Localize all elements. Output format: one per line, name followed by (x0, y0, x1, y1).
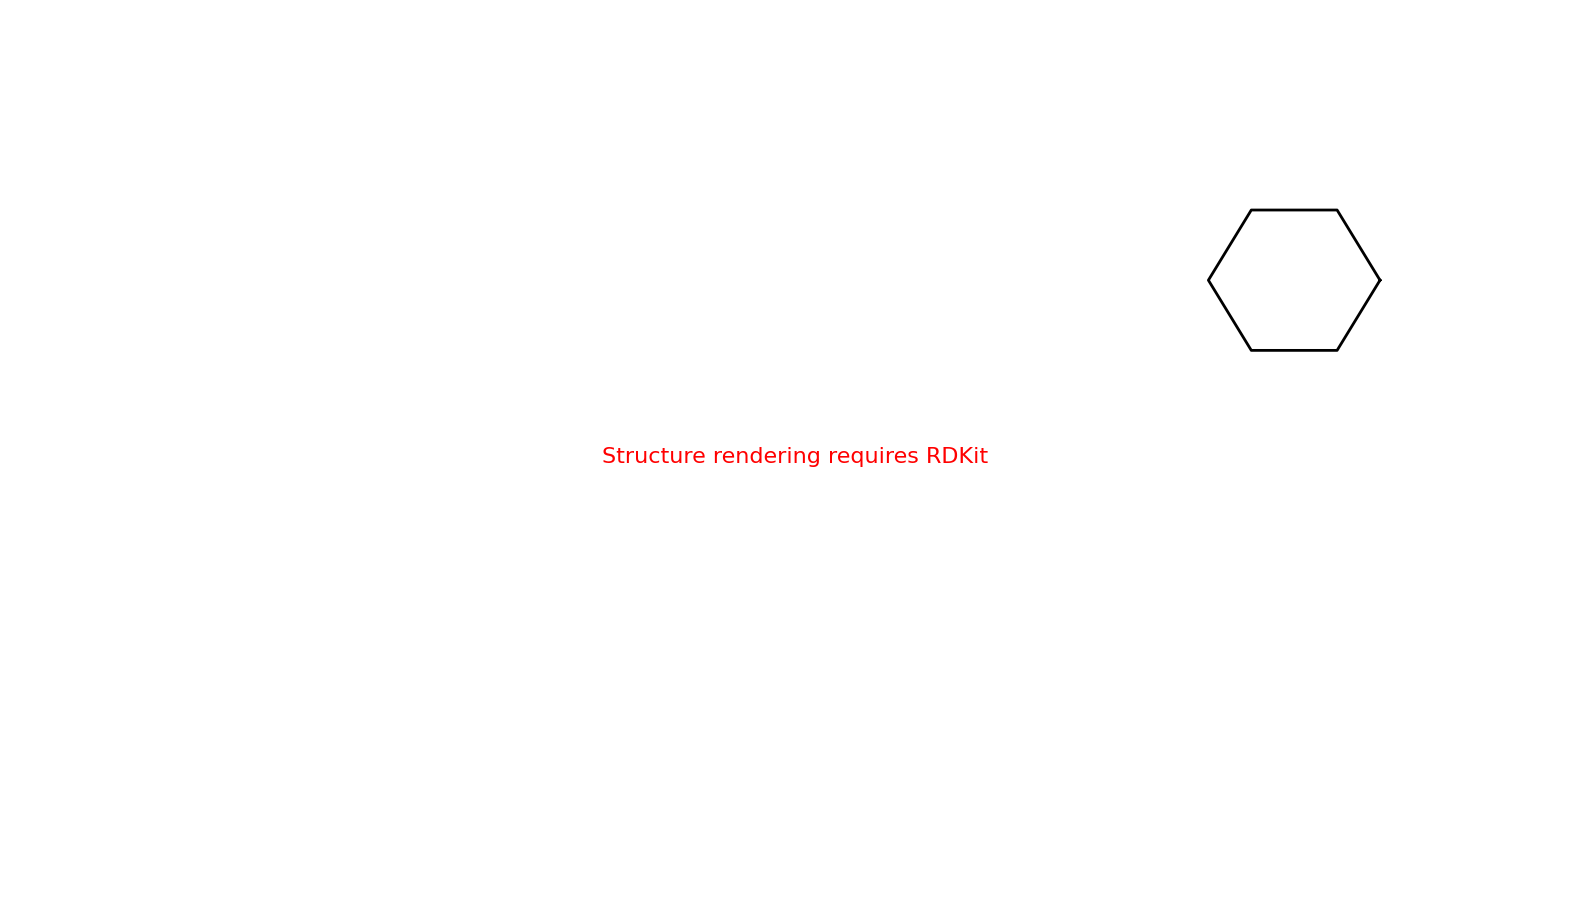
Text: Structure rendering requires RDKit: Structure rendering requires RDKit (603, 447, 987, 467)
